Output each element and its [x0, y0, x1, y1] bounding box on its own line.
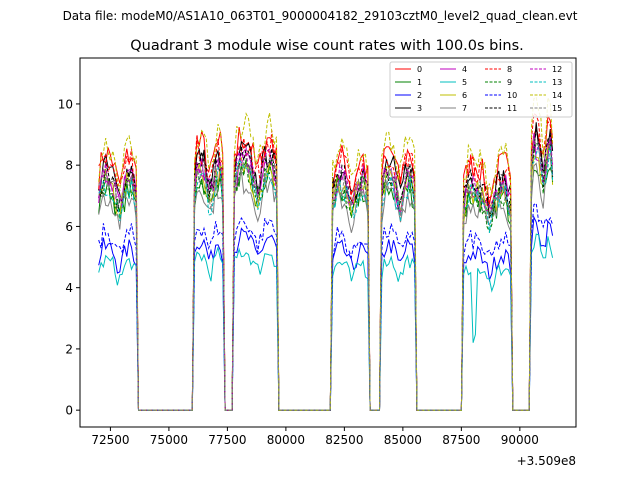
series-line-10	[98, 202, 554, 411]
legend-label-15: 15	[552, 104, 562, 113]
legend-label-4: 4	[462, 65, 467, 74]
series-line-7	[98, 157, 554, 411]
data-file-label: Data file: modeM0/AS1A10_063T01_90000041…	[63, 9, 578, 23]
y-tick-label: 2	[65, 342, 73, 356]
series-line-3	[98, 122, 554, 411]
legend-label-3: 3	[417, 104, 422, 113]
series-lines	[98, 96, 554, 411]
series-line-0	[98, 113, 554, 411]
x-tick-label: 90000	[501, 433, 539, 447]
series-line-5	[98, 233, 554, 411]
series-line-14	[98, 96, 554, 411]
legend-label-10: 10	[507, 91, 517, 100]
x-tick-label: 80000	[267, 433, 305, 447]
y-tick-label: 8	[65, 159, 73, 173]
series-line-15	[98, 138, 554, 411]
y-tick-label: 10	[58, 97, 73, 111]
chart-title: Quadrant 3 module wise count rates with …	[130, 38, 524, 54]
series-line-2	[98, 215, 554, 411]
legend-label-12: 12	[552, 65, 562, 74]
y-tick-label: 0	[65, 404, 73, 418]
x-tick-label: 85000	[384, 433, 422, 447]
x-tick-label: 82500	[325, 433, 363, 447]
legend-label-2: 2	[417, 91, 422, 100]
legend-label-9: 9	[507, 78, 512, 87]
y-tick-label: 4	[65, 281, 73, 295]
series-line-11	[98, 129, 554, 411]
x-tick-label: 72500	[91, 433, 129, 447]
legend-label-8: 8	[507, 65, 512, 74]
legend-label-1: 1	[417, 78, 422, 87]
legend-label-0: 0	[417, 65, 422, 74]
x-tick-label: 87500	[442, 433, 480, 447]
y-tick-label: 6	[65, 220, 73, 234]
legend-label-5: 5	[462, 78, 467, 87]
x-tick-label: 77500	[208, 433, 246, 447]
legend-label-14: 14	[552, 91, 562, 100]
x-tick-label: 75000	[150, 433, 188, 447]
y-axis: 0 2 4 6 8 10	[58, 97, 80, 418]
legend-label-13: 13	[552, 78, 562, 87]
plot-frame	[79, 57, 577, 428]
x-axis: 72500 75000 77500 80000 82500 85000 87500 90000	[91, 427, 539, 447]
legend-label-7: 7	[462, 104, 467, 113]
legend-box	[389, 61, 573, 118]
x-offset-label: +3.509e8	[517, 454, 576, 468]
legend-label-11: 11	[507, 104, 517, 113]
legend-label-6: 6	[462, 91, 467, 100]
